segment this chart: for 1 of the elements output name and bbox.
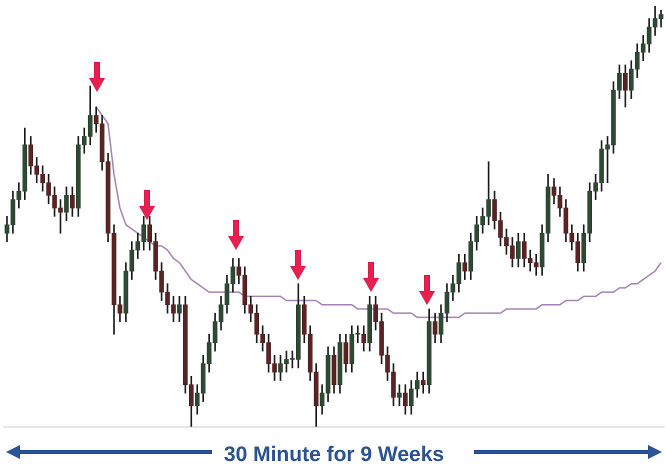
x-axis-title: 30 Minute for 9 Weeks bbox=[224, 443, 444, 466]
